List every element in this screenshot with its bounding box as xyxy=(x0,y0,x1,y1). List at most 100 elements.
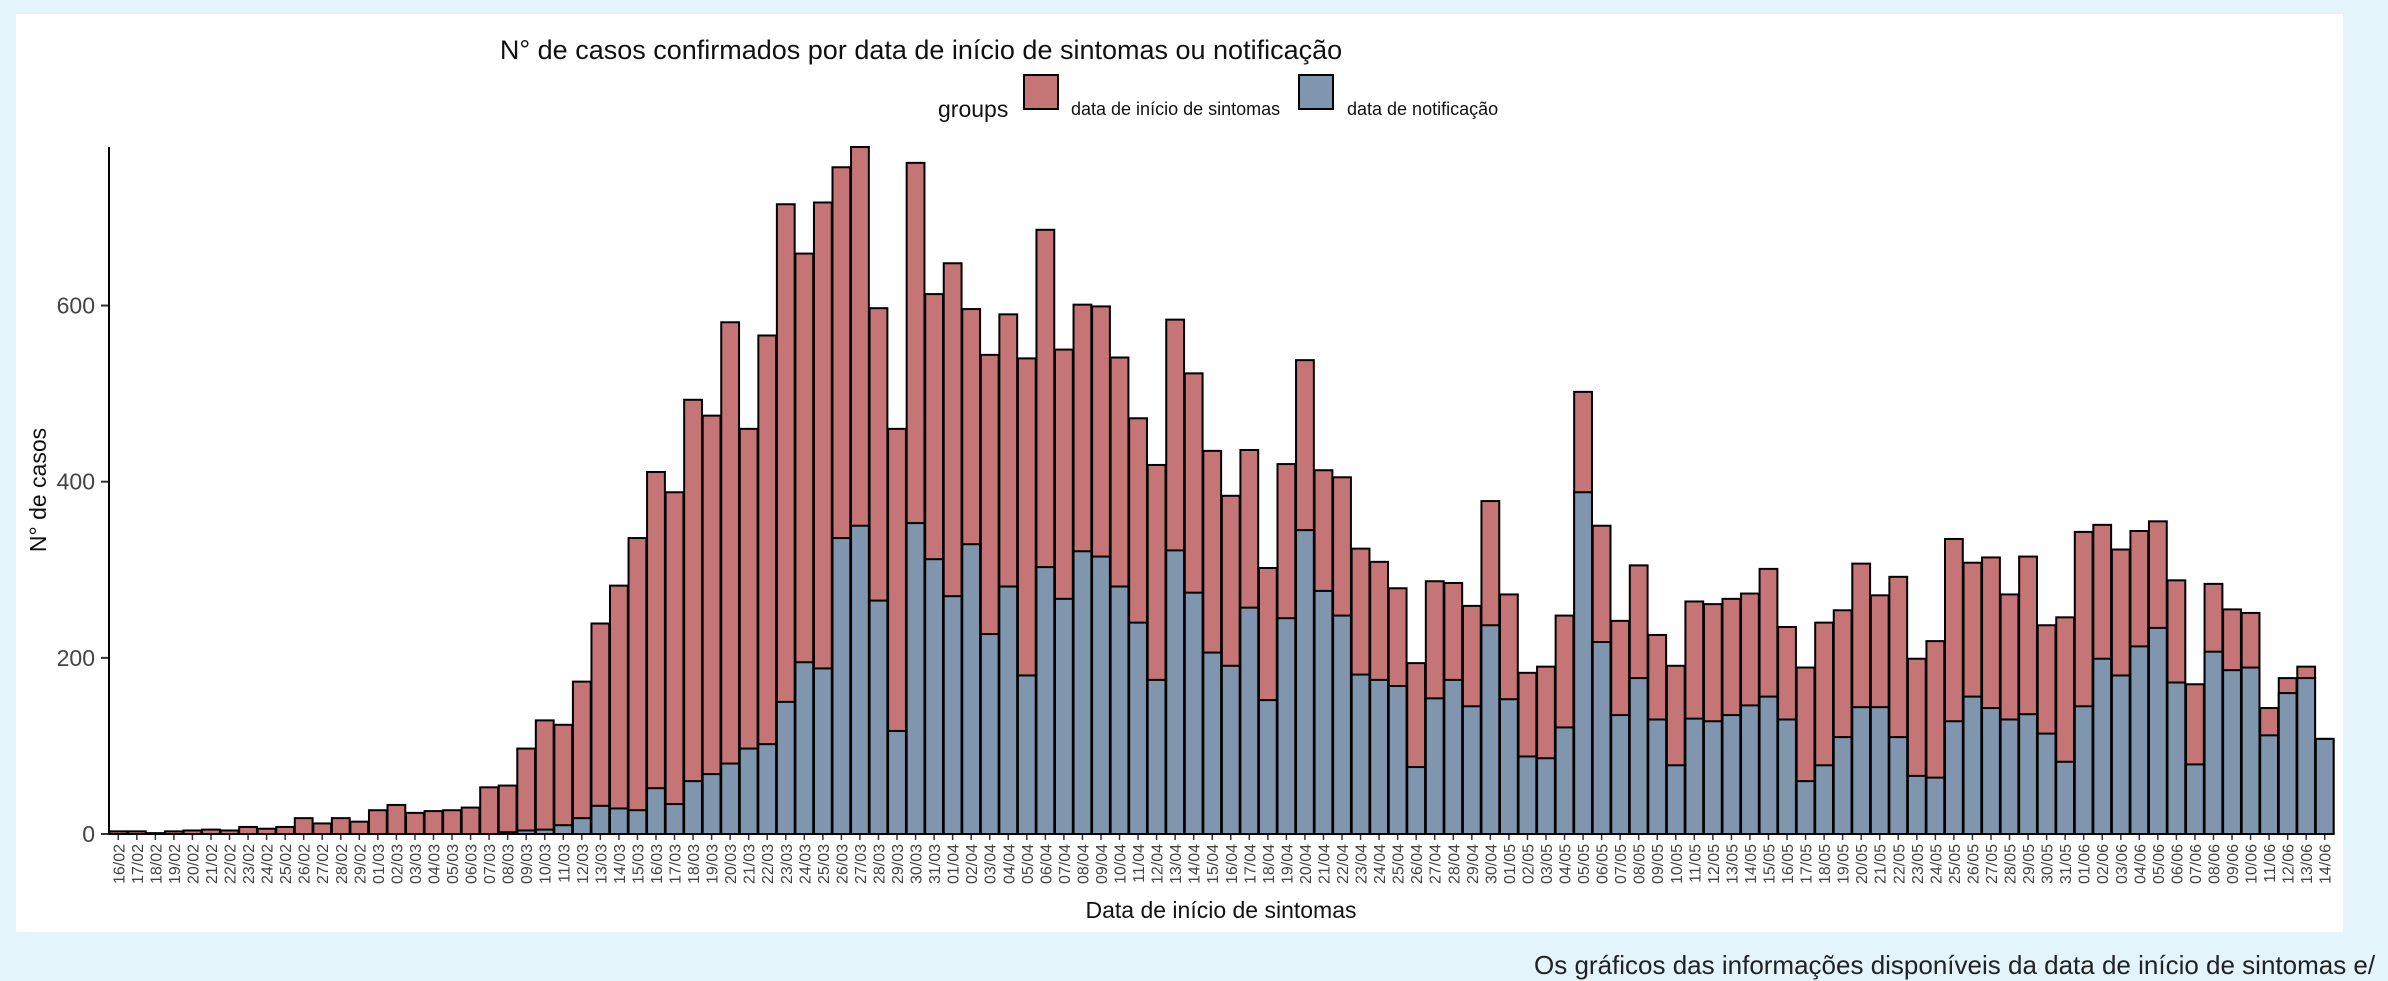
x-tick-label: 07/06 xyxy=(2188,844,2205,884)
bar-notificacao xyxy=(1740,704,1760,836)
bar-notificacao xyxy=(1981,707,2001,835)
x-tick-label: 04/06 xyxy=(2132,844,2149,884)
chart-title: N° de casos confirmados por data de iníc… xyxy=(500,35,1342,65)
bar-sintomas xyxy=(460,806,481,835)
x-tick-label: 01/04 xyxy=(946,844,963,884)
bar-notificacao xyxy=(1387,685,1408,835)
bar-notificacao xyxy=(571,817,592,836)
x-tick-label: 03/04 xyxy=(983,844,1000,884)
bar-notificacao xyxy=(2240,666,2261,835)
bar-notificacao xyxy=(2147,626,2168,836)
bar-sintomas xyxy=(349,820,370,836)
x-tick-label: 20/04 xyxy=(1298,844,1315,884)
x-tick-label: 17/02 xyxy=(130,844,147,884)
x-tick-label: 08/06 xyxy=(2206,844,2223,884)
x-tick-label: 01/03 xyxy=(371,844,388,884)
x-tick-label: 15/04 xyxy=(1205,844,1222,884)
x-tick-label: 20/05 xyxy=(1854,844,1871,884)
x-tick-label: 28/03 xyxy=(871,844,888,884)
bar-notificacao xyxy=(664,803,685,835)
x-tick-label: 22/04 xyxy=(1335,844,1352,884)
x-tick-label: 21/02 xyxy=(204,844,221,884)
x-tick-label: 14/04 xyxy=(1187,844,1204,884)
bar-notificacao xyxy=(1109,585,1130,835)
x-tick-label: 28/02 xyxy=(334,844,351,884)
x-tick-label: 18/04 xyxy=(1261,844,1278,884)
bar-sintomas xyxy=(367,809,388,836)
bar-notificacao xyxy=(1573,491,1593,835)
x-tick-label: 07/05 xyxy=(1613,844,1630,884)
x-tick-label: 01/06 xyxy=(2077,844,2094,884)
legend-swatch-sintomas xyxy=(1023,74,1059,110)
bar-sintomas xyxy=(571,680,592,836)
bar-notificacao xyxy=(2314,737,2335,836)
bar-notificacao xyxy=(1443,678,1464,835)
x-tick-label: 26/02 xyxy=(297,844,314,884)
bar-notificacao xyxy=(1554,726,1575,836)
bar-notificacao xyxy=(1962,695,1983,835)
bar-notificacao xyxy=(1313,589,1334,836)
x-tick-label: 25/02 xyxy=(278,844,295,884)
bar-notificacao xyxy=(683,780,703,836)
x-tick-label: 13/06 xyxy=(2299,844,2316,884)
x-tick-label: 29/03 xyxy=(890,844,907,884)
legend: groups data de início de sintomas data d… xyxy=(938,74,1498,122)
x-tick-label: 29/05 xyxy=(2021,844,2038,884)
bar-sintomas xyxy=(312,822,333,836)
x-tick-label: 30/03 xyxy=(909,844,926,884)
bar-notificacao xyxy=(1016,674,1037,836)
x-axis-label: Data de início de sintomas xyxy=(1085,897,1356,923)
bar-notificacao xyxy=(1777,718,1797,835)
bar-notificacao xyxy=(961,543,982,835)
bar-notificacao xyxy=(1146,678,1167,835)
bar-sintomas xyxy=(646,471,666,835)
bar-sintomas xyxy=(627,537,648,835)
y-axis-label: N° de casos xyxy=(25,428,51,552)
x-tick-label: 19/05 xyxy=(1836,844,1853,884)
x-tick-label: 03/06 xyxy=(2114,844,2131,884)
x-tick-label: 18/02 xyxy=(148,844,165,884)
x-tick-label: 23/04 xyxy=(1354,844,1371,884)
bar-notificacao xyxy=(1461,705,1482,835)
bar-notificacao xyxy=(1239,606,1260,836)
bar-notificacao xyxy=(2073,705,2094,835)
x-tick-label: 31/05 xyxy=(2058,844,2075,884)
bar-sintomas xyxy=(238,825,258,836)
x-tick-label: 10/06 xyxy=(2244,844,2261,884)
x-tick-label: 15/05 xyxy=(1761,844,1778,884)
x-tick-label: 02/06 xyxy=(2095,844,2112,884)
bar-notificacao xyxy=(775,700,796,836)
bar-notificacao xyxy=(2129,645,2150,836)
bar-notificacao xyxy=(1128,621,1148,835)
bar-notificacao xyxy=(720,762,741,835)
y-tick-label: 0 xyxy=(82,821,95,847)
bar-notificacao xyxy=(1295,529,1315,836)
x-tick-label: 11/05 xyxy=(1687,844,1704,883)
x-tick-label: 02/04 xyxy=(964,844,981,884)
x-tick-label: 31/03 xyxy=(927,844,944,884)
bar-notificacao xyxy=(812,667,833,836)
x-tick-label: 16/05 xyxy=(1780,844,1797,884)
bar-notificacao xyxy=(1665,764,1686,835)
x-tick-label: 10/05 xyxy=(1669,844,1686,884)
x-tick-label: 05/04 xyxy=(1020,844,1037,884)
x-tick-label: 25/03 xyxy=(816,844,833,884)
bar-notificacao xyxy=(1257,699,1278,835)
x-tick-label: 28/04 xyxy=(1446,844,1463,884)
bar-notificacao xyxy=(998,585,1019,835)
x-tick-label: 12/06 xyxy=(2281,844,2298,884)
bar-notificacao xyxy=(924,558,945,835)
x-tick-label: 11/03 xyxy=(556,844,573,883)
bar-notificacao xyxy=(1424,697,1445,835)
x-tick-label: 09/05 xyxy=(1650,844,1667,884)
caption-text: Os gráficos das informações disponíveis … xyxy=(1534,950,2376,980)
x-tick-label: 12/04 xyxy=(1150,844,1167,884)
x-tick-label: 23/02 xyxy=(241,844,258,884)
x-tick-label: 07/04 xyxy=(1057,844,1074,884)
bar-notificacao xyxy=(2055,760,2076,835)
bar-chart: N° de casos confirmados por data de iníc… xyxy=(25,35,2335,923)
bar-notificacao xyxy=(942,595,963,836)
series-notificacao xyxy=(497,491,2335,836)
legend-label-sintomas: data de início de sintomas xyxy=(1071,99,1280,119)
bar-notificacao xyxy=(1517,755,1538,835)
